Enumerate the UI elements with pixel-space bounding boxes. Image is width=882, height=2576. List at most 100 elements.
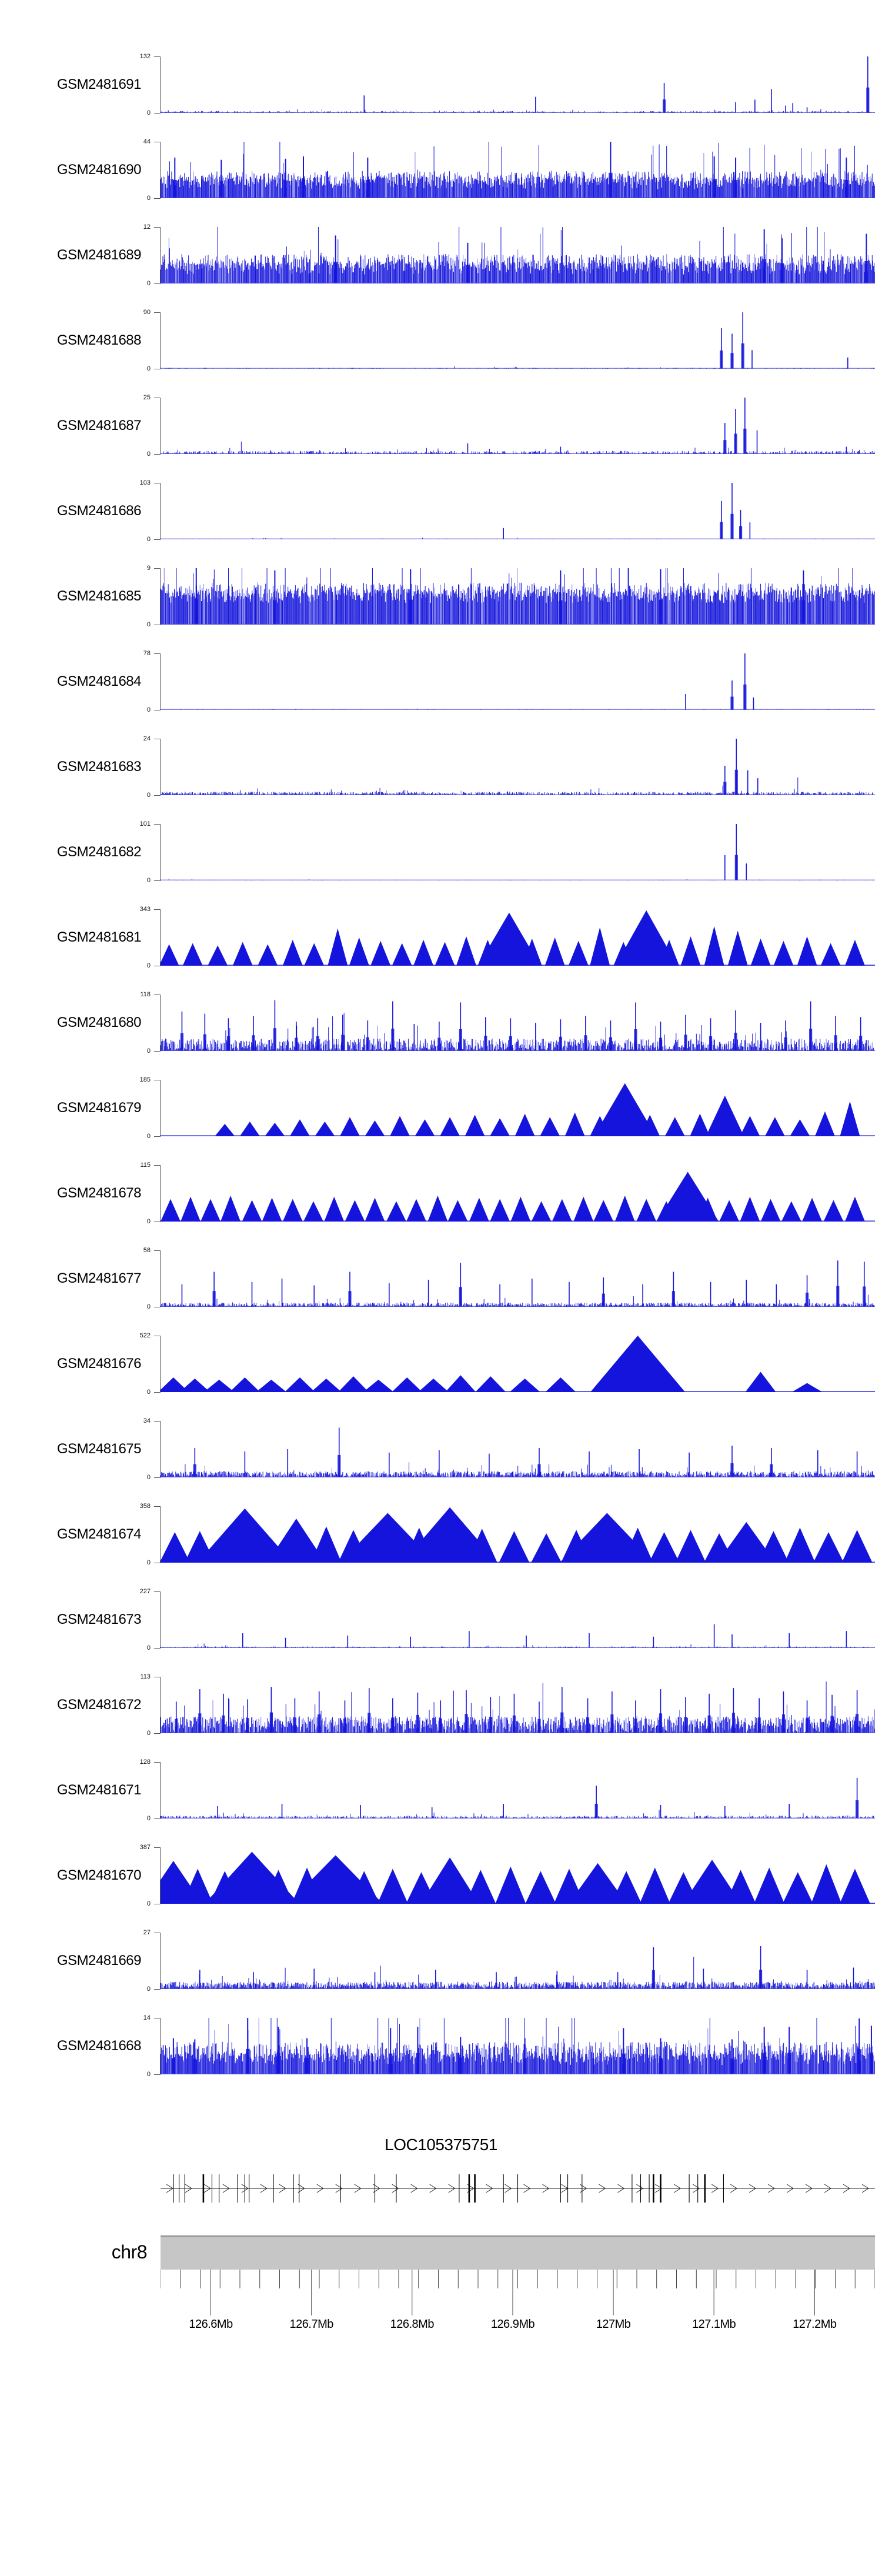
track-y-axis [160,1933,161,1989]
signal-track[interactable]: GSM2481681 343 0 [0,906,882,995]
signal-track[interactable]: GSM2481682 101 0 [0,820,882,909]
gene-model-diagram[interactable] [161,2171,875,2206]
ruler-tick-label: 126.7Mb [289,2318,334,2331]
signal-track[interactable]: GSM2481684 78 0 [0,650,882,739]
y-axis-max-tick [154,653,161,654]
y-axis-zero-value: 0 [146,1047,151,1055]
signal-track[interactable]: GSM2481688 90 0 [0,309,882,398]
signal-track[interactable]: GSM2481689 12 0 [0,224,882,312]
track-plot-area[interactable] [161,909,875,966]
signal-track[interactable]: GSM2481679 185 0 [0,1076,882,1165]
track-y-axis [160,483,161,539]
track-sample-label: GSM2481677 [56,1270,142,1286]
y-axis-zero-value: 0 [146,1218,151,1225]
track-plot-area[interactable] [161,1933,875,1989]
track-plot-area[interactable] [161,312,875,369]
track-y-axis [160,227,161,283]
track-plot-area[interactable] [161,142,875,198]
y-axis-zero-value: 0 [146,536,151,543]
ruler-tick-label: 126.8Mb [390,2318,435,2331]
track-y-axis [160,2018,161,2074]
y-axis-max-value: 358 [139,1503,151,1510]
track-plot-area[interactable] [161,1506,875,1563]
y-axis-max-value: 101 [139,820,151,827]
y-axis-max-value: 14 [143,2014,151,2021]
y-axis-max-tick [154,1762,161,1763]
y-axis-zero-value: 0 [146,1815,151,1822]
y-axis-zero-tick [154,1818,161,1819]
ruler-tick-label: 127.1Mb [691,2318,736,2331]
track-sample-label: GSM2481681 [56,929,142,945]
signal-track[interactable]: GSM2481669 27 0 [0,1930,882,2018]
signal-track[interactable]: GSM2481691 132 0 [0,54,882,142]
signal-track[interactable]: GSM2481675 34 0 [0,1417,882,1506]
track-plot-area[interactable] [161,398,875,454]
track-sample-label: GSM2481672 [56,1697,142,1713]
track-plot-area[interactable] [161,1250,875,1307]
y-axis-max-tick [154,56,161,57]
track-sample-label: GSM2481691 [56,76,142,92]
track-plot-area[interactable] [161,2018,875,2074]
y-axis-max-value: 227 [139,1588,151,1595]
y-axis-max-value: 34 [143,1417,151,1424]
track-y-axis [160,1250,161,1307]
y-axis-zero-tick [154,113,161,114]
y-axis-max-value: 44 [143,138,151,145]
track-plot-area[interactable] [161,1421,875,1477]
track-sample-label: GSM2481683 [56,759,142,775]
track-sample-label: GSM2481673 [56,1611,142,1627]
y-axis-max-tick [154,1506,161,1507]
track-plot-area[interactable] [161,995,875,1051]
chromosome-ideogram-bar[interactable] [161,2235,875,2270]
y-axis-max-tick [154,568,161,569]
signal-track[interactable]: GSM2481687 25 0 [0,395,882,483]
signal-track[interactable]: GSM2481673 227 0 [0,1588,882,1677]
track-y-axis [160,739,161,795]
track-y-axis [160,1591,161,1648]
signal-track[interactable]: GSM2481677 58 0 [0,1247,882,1336]
track-plot-area[interactable] [161,1336,875,1392]
y-axis-max-value: 9 [146,565,151,572]
signal-track[interactable]: GSM2481690 44 0 [0,138,882,227]
track-plot-area[interactable] [161,1080,875,1136]
track-plot-area[interactable] [161,1677,875,1733]
signal-track[interactable]: GSM2481676 522 0 [0,1333,882,1421]
track-y-axis [160,1506,161,1563]
signal-track[interactable]: GSM2481686 103 0 [0,480,882,568]
y-axis-zero-value: 0 [146,109,151,116]
track-plot-area[interactable] [161,1847,875,1904]
track-plot-area[interactable] [161,227,875,283]
track-y-axis [160,568,161,625]
signal-track[interactable]: GSM2481672 113 0 [0,1674,882,1762]
signal-track[interactable]: GSM2481683 24 0 [0,736,882,824]
signal-track[interactable]: GSM2481680 118 0 [0,992,882,1080]
track-plot-area[interactable] [161,653,875,710]
chromosome-label: chr8 [111,2241,148,2263]
y-axis-max-tick [154,824,161,825]
y-axis-zero-value: 0 [146,2071,151,2078]
signal-track[interactable]: GSM2481685 9 0 [0,565,882,653]
signal-track[interactable]: GSM2481671 128 0 [0,1759,882,1847]
signal-track[interactable]: GSM2481678 115 0 [0,1162,882,1250]
track-plot-area[interactable] [161,1762,875,1818]
y-axis-zero-value: 0 [146,1389,151,1396]
track-plot-area[interactable] [161,1591,875,1648]
signal-track[interactable]: GSM2481670 387 0 [0,1844,882,1933]
track-plot-area[interactable] [161,483,875,539]
signal-track[interactable]: GSM2481668 14 0 [0,2014,882,2103]
track-sample-label: GSM2481674 [56,1526,142,1542]
track-plot-area[interactable] [161,1165,875,1222]
track-sample-label: GSM2481686 [56,503,142,519]
track-plot-area[interactable] [161,739,875,795]
track-plot-area[interactable] [161,568,875,625]
gene-annotation-track[interactable]: LOC105375751 [0,2135,882,2224]
y-axis-max-value: 185 [139,1076,151,1083]
track-plot-area[interactable] [161,56,875,113]
y-axis-zero-value: 0 [146,1303,151,1310]
track-y-axis [160,824,161,880]
track-sample-label: GSM2481678 [56,1185,142,1201]
signal-track[interactable]: GSM2481674 358 0 [0,1503,882,1591]
track-plot-area[interactable] [161,824,875,880]
y-axis-zero-tick [154,1136,161,1137]
ruler-tick-label: 126.6Mb [189,2318,233,2331]
